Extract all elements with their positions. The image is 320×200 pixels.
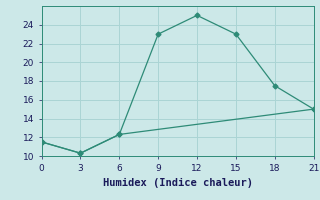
X-axis label: Humidex (Indice chaleur): Humidex (Indice chaleur): [103, 178, 252, 188]
